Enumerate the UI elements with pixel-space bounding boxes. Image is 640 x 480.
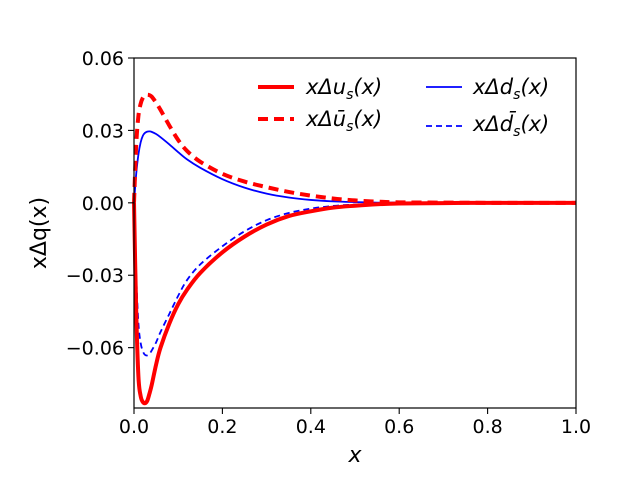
y-axis-title: xΔq(x) [27, 197, 52, 269]
y-axis: 0.06 0.03 0.00 −0.03 −0.06 [66, 48, 134, 360]
x-axis-title: x [347, 443, 362, 468]
legend-label-dbar-s: xΔd̄s(x) [472, 111, 549, 140]
y-tick-label: 0.06 [82, 48, 124, 70]
legend: xΔus(x) xΔūs(x) xΔds(x) xΔd̄s(x) [258, 75, 549, 140]
y-tick-label: −0.03 [66, 265, 124, 287]
x-tick-label: 1.0 [561, 416, 591, 438]
x-tick-label: 0.8 [472, 416, 502, 438]
x-tick-label: 0.4 [296, 416, 326, 438]
series-line-dbar-s [133, 201, 576, 357]
x-tick-label: 0.0 [119, 416, 149, 438]
plot-frame [133, 57, 577, 409]
y-tick-label: −0.06 [66, 338, 124, 360]
series-line-d-s [133, 130, 576, 204]
x-tick-label: 0.6 [384, 416, 414, 438]
x-axis: 0.0 0.2 0.4 0.6 0.8 1.0 [119, 408, 591, 438]
legend-label-ubar-s: xΔūs(x) [305, 107, 382, 135]
series-layer [132, 92, 576, 406]
legend-label-u-s: xΔus(x) [305, 75, 382, 103]
series-line-u-s [132, 200, 576, 406]
legend-label-d-s: xΔds(x) [472, 75, 549, 103]
y-tick-label: 0.03 [82, 120, 124, 142]
x-tick-label: 0.2 [207, 416, 237, 438]
y-tick-label: 0.00 [82, 193, 124, 215]
